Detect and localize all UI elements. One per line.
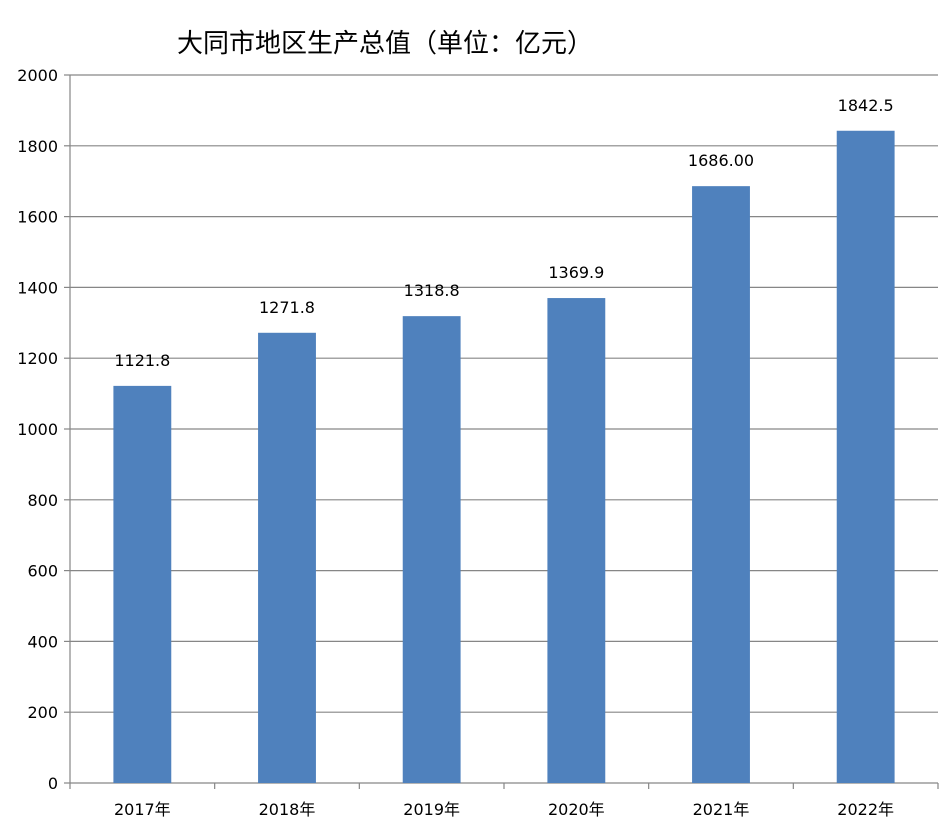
- chart-title: 大同市地区生产总值（单位：亿元）: [177, 29, 593, 59]
- y-tick-label: 2000: [17, 66, 58, 85]
- x-tick-labels: 2017年 2018年 2019年 2020年 2021年 2022年: [114, 800, 894, 819]
- data-label: 1686.00: [688, 151, 754, 170]
- y-tick-label: 0: [48, 774, 58, 793]
- y-tick-label: 1600: [17, 208, 58, 227]
- axes: [64, 74, 939, 789]
- x-tick-label: 2017年: [114, 800, 171, 819]
- y-tick-labels: 0 200 400 600 800 1000 1200 1400 1600 1800 2000: [17, 66, 58, 793]
- data-label: 1842.5: [838, 96, 894, 115]
- bar: [113, 385, 172, 783]
- y-tick-label: 800: [27, 491, 58, 510]
- bars: [113, 130, 895, 783]
- gridlines: [70, 74, 938, 713]
- data-label: 1318.8: [404, 281, 460, 300]
- bar: [836, 130, 895, 783]
- x-tick-label: 2019年: [403, 800, 460, 819]
- y-tick-label: 200: [27, 703, 58, 722]
- bar: [258, 332, 316, 783]
- x-tick-label: 2021年: [693, 800, 750, 819]
- data-label: 1121.8: [114, 351, 170, 370]
- x-tick-label: 2018年: [259, 800, 316, 819]
- data-labels: 1121.8 1271.8 1318.8 1369.9 1686.00 1842.5: [114, 96, 893, 370]
- y-tick-label: 600: [27, 562, 58, 581]
- x-tick-label: 2020年: [548, 800, 605, 819]
- y-tick-label: 1400: [17, 278, 58, 297]
- y-tick-label: 400: [27, 632, 58, 651]
- data-label: 1271.8: [259, 298, 315, 317]
- bar: [692, 186, 750, 783]
- bar: [547, 298, 606, 783]
- x-tick-label: 2022年: [837, 800, 894, 819]
- bar: [402, 316, 461, 783]
- data-label: 1369.9: [548, 263, 604, 282]
- y-tick-label: 1800: [17, 137, 58, 156]
- y-tick-label: 1200: [17, 349, 58, 368]
- y-tick-label: 1000: [17, 420, 58, 439]
